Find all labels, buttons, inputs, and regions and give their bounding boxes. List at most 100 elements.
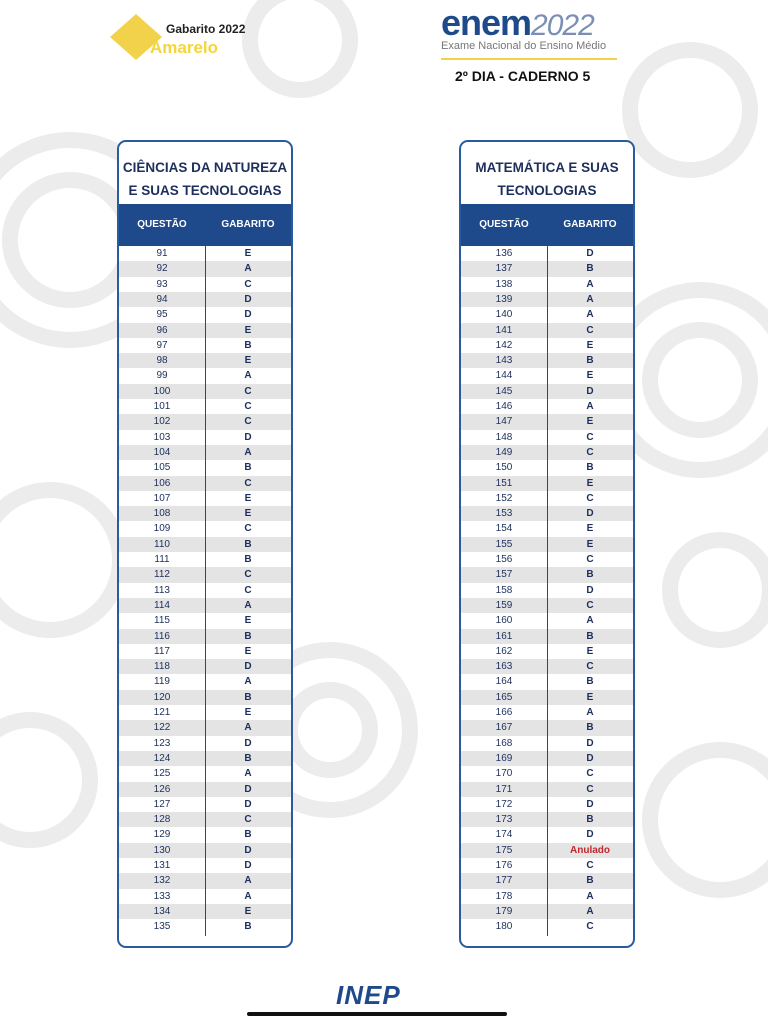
question-number: 153	[495, 508, 513, 520]
question-number: 135	[153, 921, 171, 933]
answer: E	[586, 477, 594, 489]
question-number: 114	[154, 599, 170, 611]
answer: C	[586, 446, 594, 458]
answer: E	[244, 707, 252, 718]
answer: B	[244, 829, 252, 841]
column-separator	[205, 246, 206, 936]
enem-year: 2022	[531, 9, 595, 42]
answer: D	[244, 661, 252, 673]
exam-name: Exame Nacional do Ensino Médio	[441, 40, 607, 52]
question-number: 109	[153, 523, 171, 535]
column-header: QUESTÃO GABARITO	[461, 204, 633, 246]
answer: A	[244, 768, 252, 780]
answer: C	[244, 401, 252, 412]
answer: A	[244, 370, 252, 382]
answer: B	[586, 569, 594, 581]
question-number: 178	[495, 890, 513, 902]
answer-table: MATEMÁTICA E SUAS TECNOLOGIAS QUESTÃO GABAR…	[459, 140, 635, 948]
question-number: 101	[153, 401, 171, 412]
question-number: 95	[156, 309, 168, 321]
question-number: 179	[495, 905, 513, 917]
answer: E	[586, 691, 594, 703]
question-number: 104	[153, 446, 171, 458]
answer: D	[244, 844, 252, 856]
answer: A	[586, 278, 594, 290]
question-number: 133	[153, 890, 171, 902]
answer: A	[244, 890, 252, 902]
question-number: 171	[495, 783, 513, 795]
answer: B	[586, 676, 594, 688]
question-number: 126	[153, 783, 171, 795]
inep-logo: INEP	[336, 980, 401, 1010]
answer: E	[586, 370, 594, 382]
question-number: 123	[153, 737, 171, 749]
question-number: 107	[153, 492, 171, 504]
question-number: 96	[156, 324, 168, 336]
answer: C	[586, 921, 594, 933]
question-number: 132	[153, 875, 171, 887]
answer: C	[244, 278, 252, 290]
question-number: 159	[495, 599, 513, 611]
question-number: 91	[156, 248, 168, 259]
answer: B	[244, 921, 252, 933]
question-number: 94	[156, 293, 168, 305]
question-number: 160	[495, 615, 513, 627]
question-number: 130	[153, 844, 171, 856]
question-number: 129	[153, 829, 171, 841]
answer: E	[244, 248, 252, 259]
answer: D	[244, 783, 252, 795]
answer: D	[586, 798, 594, 810]
answer: E	[244, 645, 252, 657]
answer: D	[586, 752, 594, 764]
question-number: 128	[153, 814, 171, 826]
column-label: QUESTÃO	[137, 219, 187, 230]
question-number: 106	[153, 477, 171, 489]
question-number: 148	[495, 431, 513, 443]
question-number: 147	[495, 416, 513, 428]
color-label: Amarelo	[150, 38, 219, 57]
caderno: 2º DIA - CADERNO 5	[455, 68, 591, 84]
answer: E	[586, 645, 594, 657]
question-number: 121	[153, 707, 171, 718]
question-number: 167	[495, 722, 513, 734]
answer: A	[244, 722, 252, 734]
answer: A	[244, 875, 252, 887]
question-number: 175	[495, 844, 513, 856]
question-number: 150	[495, 462, 513, 474]
answer: B	[586, 630, 594, 642]
title-line: MATEMÁTICA E SUAS	[475, 160, 619, 175]
answer: C	[586, 324, 594, 336]
answer: D	[586, 737, 594, 749]
question-number: 174	[495, 829, 513, 841]
answer: C	[244, 477, 252, 489]
question-number: 124	[153, 752, 171, 764]
question-number: 154	[495, 523, 513, 535]
question-number: 142	[495, 339, 513, 351]
answer: A	[244, 676, 252, 688]
question-number: 137	[495, 263, 513, 275]
answer: E	[244, 508, 252, 520]
answer: C	[586, 431, 594, 443]
question-number: 145	[495, 385, 513, 397]
answer: E	[244, 324, 252, 336]
gabarito-label: Gabarito 2022	[166, 22, 246, 36]
answer: B	[244, 752, 252, 764]
question-number: 97	[156, 339, 168, 351]
home-indicator	[247, 1012, 507, 1016]
question-number: 134	[153, 905, 171, 917]
answer: B	[244, 554, 252, 565]
column-separator	[547, 246, 548, 936]
question-number: 143	[495, 355, 513, 367]
answer: E	[586, 523, 594, 535]
answer: A	[586, 890, 594, 902]
question-number: 156	[495, 554, 513, 565]
question-number: 140	[495, 309, 513, 321]
answer: C	[244, 584, 252, 596]
answer: B	[586, 814, 594, 826]
answer: A	[244, 263, 252, 275]
question-number: 110	[154, 538, 170, 550]
answer: D	[586, 584, 594, 596]
question-number: 180	[495, 921, 513, 933]
